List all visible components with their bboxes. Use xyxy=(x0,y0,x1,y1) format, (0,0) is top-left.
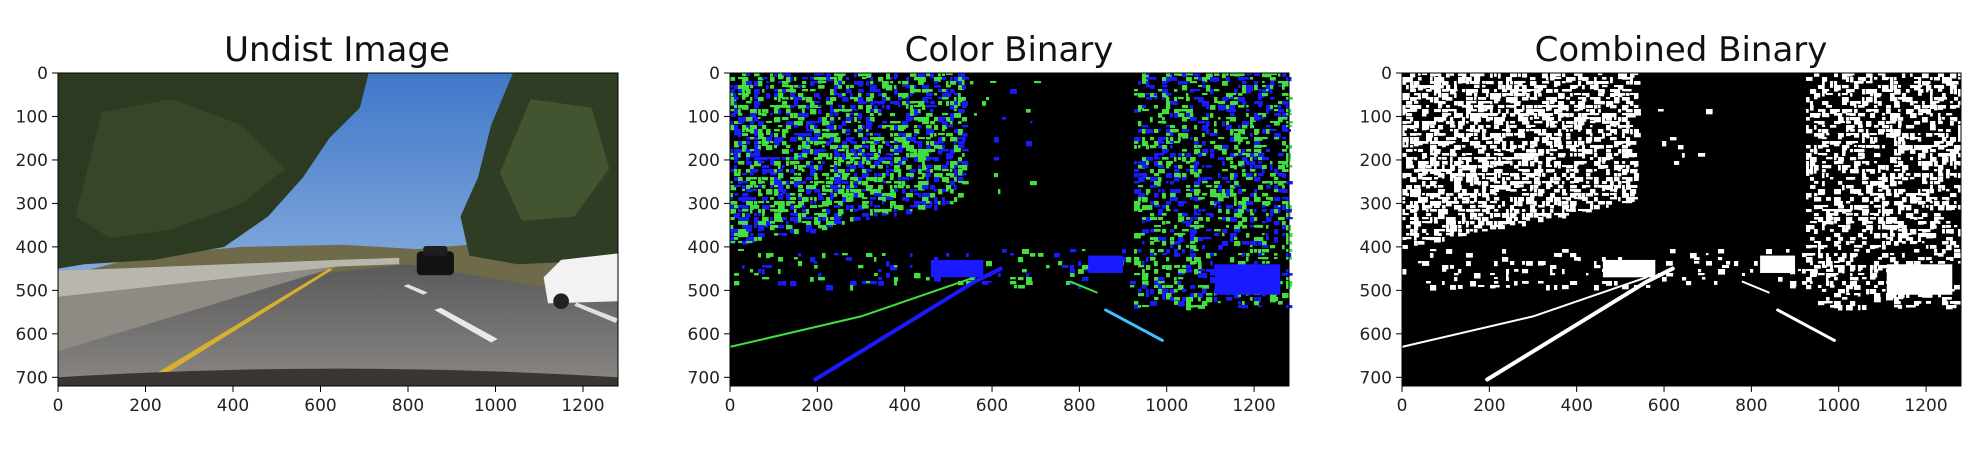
panel-title: Combined Binary xyxy=(1535,30,1828,70)
x-tick-label: 800 xyxy=(392,396,424,416)
x-tick-label: 1200 xyxy=(1904,396,1947,416)
panel-color-binary: Color Binary 0 200 400 600 800 1000 1200 0 100 2… xyxy=(688,30,1293,416)
photo-undistorted-road xyxy=(57,72,619,387)
y-tick-label: 200 xyxy=(688,151,720,171)
x-tick-label: 400 xyxy=(1560,396,1592,416)
x-tick-label: 800 xyxy=(1063,396,1095,416)
x-axis: 0 200 400 600 800 1000 1200 xyxy=(53,386,605,416)
x-axis: 0 200 400 600 800 1000 1200 xyxy=(725,386,1276,416)
y-tick-label: 400 xyxy=(688,238,720,258)
x-tick-label: 400 xyxy=(888,396,920,416)
y-tick-label: 500 xyxy=(1360,281,1392,301)
y-tick-label: 500 xyxy=(16,281,48,301)
y-axis: 0 100 200 300 400 500 600 700 xyxy=(688,64,730,388)
y-tick-label: 500 xyxy=(688,281,720,301)
combined-binary-image xyxy=(1401,72,1965,387)
x-tick-label: 800 xyxy=(1735,396,1767,416)
y-tick-label: 700 xyxy=(16,368,48,388)
y-tick-label: 200 xyxy=(1360,151,1392,171)
y-axis: 0 100 200 300 400 500 600 700 xyxy=(1360,64,1402,388)
x-tick-label: 1200 xyxy=(561,396,604,416)
panel-title: Color Binary xyxy=(905,30,1114,70)
x-tick-label: 600 xyxy=(304,396,336,416)
x-tick-label: 0 xyxy=(725,396,736,416)
x-tick-label: 0 xyxy=(1397,396,1408,416)
x-tick-label: 0 xyxy=(53,396,64,416)
x-tick-label: 600 xyxy=(976,396,1008,416)
x-tick-label: 1000 xyxy=(1817,396,1860,416)
x-tick-label: 200 xyxy=(1473,396,1505,416)
x-tick-label: 400 xyxy=(217,396,249,416)
y-tick-label: 300 xyxy=(688,194,720,214)
x-tick-label: 1200 xyxy=(1232,396,1275,416)
y-axis: 0 100 200 300 400 500 600 700 xyxy=(16,64,58,388)
panel-combined-binary: Combined Binary 0 200 400 600 800 1000 1200 0 1… xyxy=(1360,30,1965,416)
x-tick-label: 200 xyxy=(801,396,833,416)
x-tick-label: 1000 xyxy=(474,396,517,416)
y-tick-label: 100 xyxy=(688,107,720,127)
panel-title: Undist Image xyxy=(224,30,450,70)
y-tick-label: 0 xyxy=(37,64,48,84)
y-tick-label: 600 xyxy=(1360,325,1392,345)
y-tick-label: 400 xyxy=(16,238,48,258)
y-tick-label: 300 xyxy=(1360,194,1392,214)
y-tick-label: 200 xyxy=(16,151,48,171)
x-tick-label: 600 xyxy=(1648,396,1680,416)
y-tick-label: 700 xyxy=(688,368,720,388)
y-tick-label: 0 xyxy=(1381,64,1392,84)
y-tick-label: 100 xyxy=(1360,107,1392,127)
x-tick-label: 1000 xyxy=(1145,396,1188,416)
y-tick-label: 700 xyxy=(1360,368,1392,388)
y-tick-label: 600 xyxy=(688,325,720,345)
x-tick-label: 200 xyxy=(129,396,161,416)
y-tick-label: 300 xyxy=(16,194,48,214)
y-tick-label: 0 xyxy=(709,64,720,84)
color-binary-image xyxy=(729,72,1293,387)
y-tick-label: 600 xyxy=(16,325,48,345)
y-tick-label: 100 xyxy=(16,107,48,127)
x-axis: 0 200 400 600 800 1000 1200 xyxy=(1397,386,1948,416)
y-tick-label: 400 xyxy=(1360,238,1392,258)
panel-undist-image: Undist Image xyxy=(16,30,619,416)
